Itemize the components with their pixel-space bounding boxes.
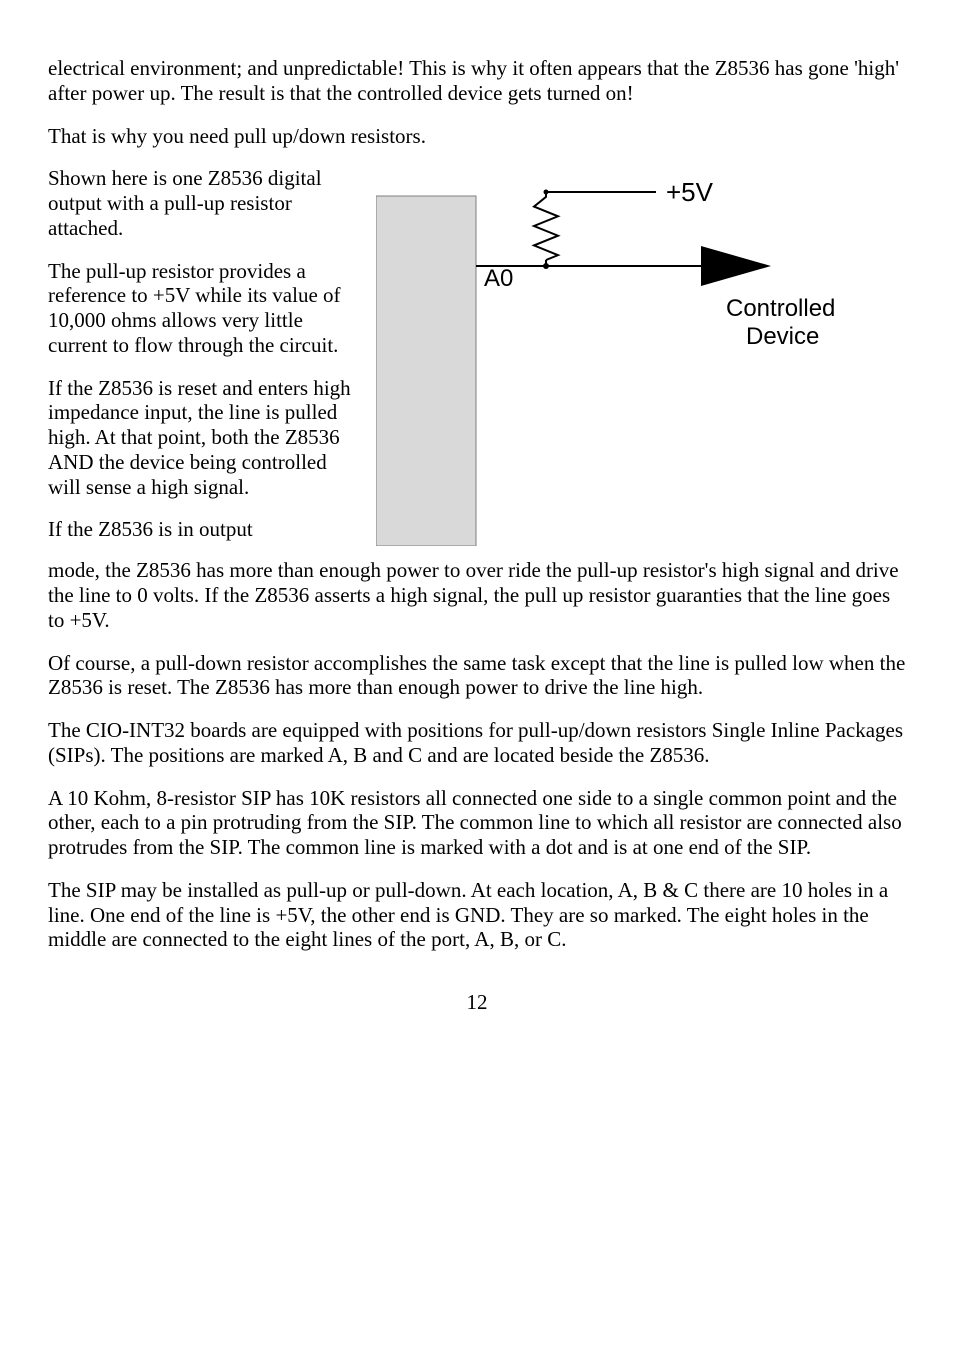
paragraph: A 10 Kohm, 8-resistor SIP has 10K resist… (48, 786, 906, 860)
paragraph-split-bottom: mode, the Z8536 has more than enough pow… (48, 558, 906, 632)
paragraph: electrical environment; and unpredictabl… (48, 56, 906, 106)
circuit-diagram: A0 +5V ControlledDevice (376, 166, 906, 546)
text-with-figure: A0+5VControlledDevice Shown here is one … (48, 166, 906, 558)
paragraph: Of course, a pull-down resistor accompli… (48, 651, 906, 701)
page-number: 12 (48, 990, 906, 1015)
paragraph: That is why you need pull up/down resist… (48, 124, 906, 149)
svg-text:Device: Device (746, 323, 819, 350)
paragraph: The CIO-INT32 boards are equipped with p… (48, 718, 906, 768)
svg-text:+5V: +5V (666, 177, 714, 207)
svg-text:Controlled: Controlled (726, 295, 835, 322)
paragraph: The SIP may be installed as pull-up or p… (48, 878, 906, 952)
svg-text:A0: A0 (484, 265, 513, 292)
